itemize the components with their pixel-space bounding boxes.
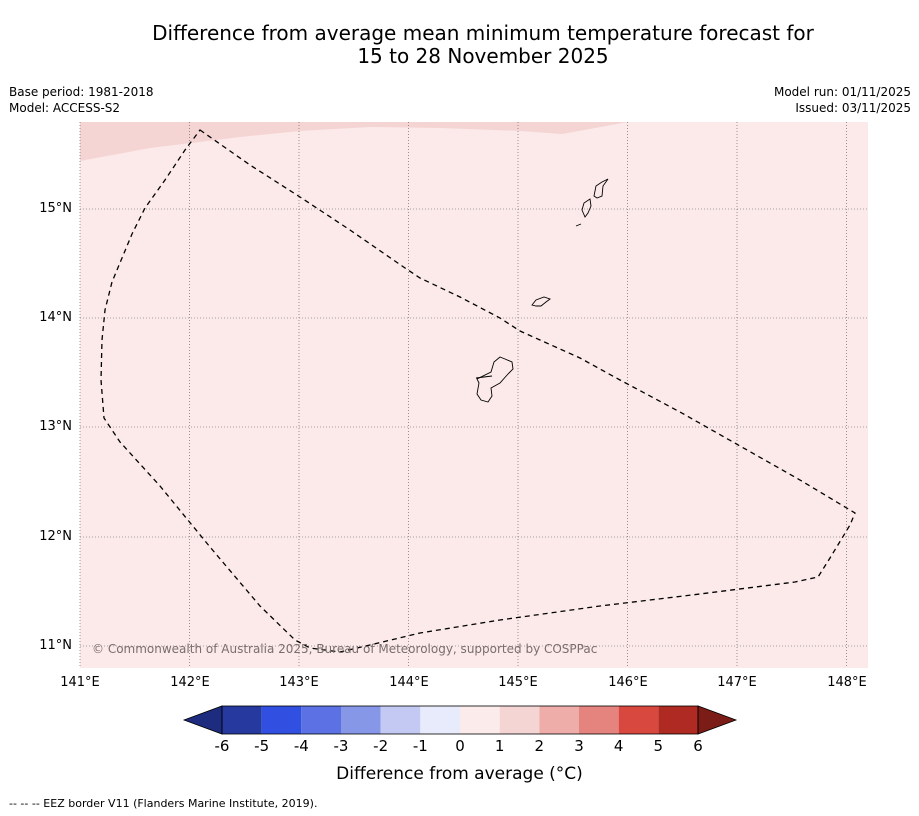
map-background: [80, 122, 868, 668]
colorbar-over-arrow: [697, 705, 738, 735]
colorbar-box: [658, 706, 698, 734]
lat-label-13: 13°N: [39, 419, 72, 434]
lon-label-148: 148°E: [827, 675, 867, 690]
colorbar-box: [222, 706, 262, 734]
island-guam: [476, 356, 514, 403]
colorbar-outline: [221, 705, 699, 735]
colorbar-tick-label: -4: [293, 737, 309, 755]
colorbar-tick-label: -2: [373, 737, 389, 755]
colorbar-box: [420, 706, 460, 734]
colorbar-tick-label: 4: [613, 737, 624, 755]
colorbar-tick-label: -1: [412, 737, 428, 755]
chart-title: Difference from average mean minimum tem…: [0, 22, 919, 68]
eez-border: [100, 129, 856, 653]
anomaly-patch: [80, 122, 628, 161]
colorbar-box: [301, 706, 341, 734]
base-period-text: Base period: 1981-2018: [9, 85, 154, 99]
lat-label-15: 15°N: [39, 201, 72, 216]
colorbar-box: [539, 706, 579, 734]
lon-label-144: 144°E: [389, 675, 429, 690]
lon-label-147: 147°E: [717, 675, 757, 690]
island-saipan: [593, 178, 609, 199]
colorbar-box: [460, 706, 500, 734]
colorbar-tick-label: 3: [574, 737, 584, 755]
colorbar-tick-label: 5: [653, 737, 664, 755]
colorbar-box: [618, 706, 659, 734]
islands: [475, 178, 609, 403]
colorbar-box: [499, 706, 540, 734]
title-line-2: 15 to 28 November 2025: [357, 44, 609, 68]
meta-left: Base period: 1981-2018 Model: ACCESS-S2: [9, 84, 154, 116]
gridlines: [79, 122, 868, 668]
lon-label-146: 146°E: [608, 675, 648, 690]
title-line-1: Difference from average mean minimum tem…: [152, 21, 814, 45]
colorbar-box: [579, 706, 619, 734]
lat-label-11: 11°N: [39, 638, 72, 653]
colorbar-box: [261, 706, 302, 734]
map-panel: © Commonwealth of Australia 2025, Bureau…: [79, 122, 868, 668]
colorbar-box: [341, 706, 381, 734]
island-rota: [531, 296, 551, 307]
island-aguijan: [575, 223, 582, 227]
issued-text: Issued: 03/11/2025: [795, 101, 911, 115]
colorbar-under-arrow: [182, 705, 223, 735]
footnote: -- -- -- EEZ border V11 (Flanders Marine…: [9, 797, 318, 810]
colorbar-label: Difference from average (°C): [336, 764, 583, 784]
copyright-text: © Commonwealth of Australia 2025, Bureau…: [92, 642, 597, 656]
colorbar-tick-label: 0: [455, 737, 465, 755]
lon-label-143: 143°E: [279, 675, 319, 690]
colorbar-tick-label: 2: [534, 737, 545, 755]
colorbar-tick-label: -3: [333, 737, 349, 755]
colorbar-tick-label: -5: [254, 737, 270, 755]
colorbar-tick-label: 6: [693, 737, 703, 755]
colorbar: [182, 705, 738, 735]
meta-right: Model run: 01/11/2025 Issued: 03/11/2025: [774, 84, 911, 116]
colorbar-tick-label: -6: [214, 737, 230, 755]
lon-label-145: 145°E: [498, 675, 538, 690]
colorbar-box: [380, 706, 421, 734]
lat-label-14: 14°N: [39, 310, 72, 325]
island-guam-peninsula: [475, 375, 493, 379]
model-text: Model: ACCESS-S2: [9, 101, 121, 115]
lon-label-141: 141°E: [60, 675, 100, 690]
lon-label-142: 142°E: [170, 675, 210, 690]
island-tinian: [581, 198, 592, 218]
colorbar-tick-label: 1: [494, 737, 505, 755]
model-run-text: Model run: 01/11/2025: [773, 85, 911, 99]
lat-label-12: 12°N: [39, 529, 72, 544]
